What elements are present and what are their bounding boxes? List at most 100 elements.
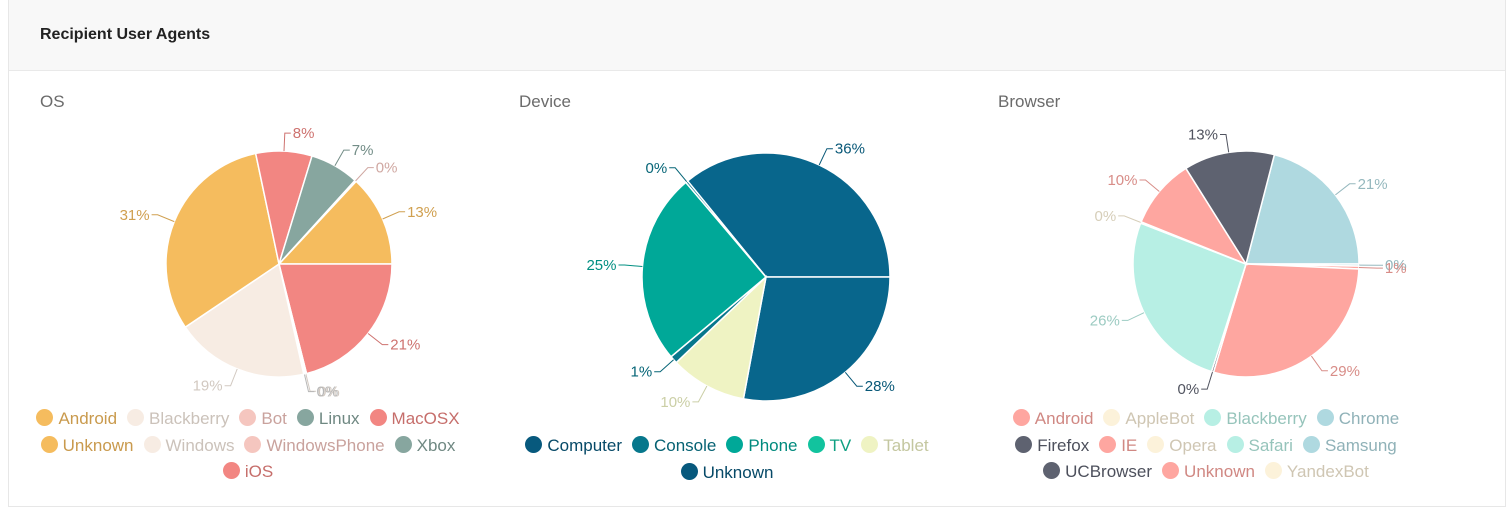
browser-legend-item-safari[interactable]: Safari — [1226, 433, 1293, 460]
legend-label: Safari — [1248, 435, 1293, 455]
legend-label: Blackberry — [1226, 409, 1307, 428]
os-slice-windows[interactable] — [184, 262, 305, 378]
device-legend-item-computer[interactable]: Computer — [525, 433, 622, 460]
legend-label: Unknown — [1184, 462, 1255, 481]
browser-slice-blackberry[interactable] — [1132, 222, 1247, 373]
device-legend-item-unknown[interactable]: Unknown — [680, 460, 774, 487]
browser-legend-item-chrome[interactable]: Chrome — [1316, 406, 1399, 433]
device-legend-item-tv[interactable]: TV — [807, 433, 851, 460]
browser-chart-title: Browser — [998, 92, 1061, 111]
legend-swatch — [239, 409, 257, 426]
device-leader-line — [692, 385, 708, 403]
browser-legend-item-android[interactable]: Android — [1012, 406, 1094, 433]
os-leader-line — [367, 333, 389, 346]
device-leader-line — [669, 167, 688, 183]
legend-label: Linux — [318, 409, 360, 428]
browser-slice-chrome[interactable] — [1245, 153, 1360, 265]
os-legend-item-xbox[interactable]: Xbox — [394, 433, 455, 460]
browser-leader-line — [1310, 355, 1328, 372]
os-legend-item-unknown[interactable]: Unknown — [40, 433, 134, 460]
legend-label: MacOSX — [391, 409, 460, 428]
legend-swatch — [1015, 435, 1033, 453]
legend-swatch — [36, 409, 54, 426]
device-pie-chart: 36% 28% 10% 1% 25% 0% — [586, 141, 894, 411]
legend-swatch — [1099, 435, 1117, 453]
legend-label: Bot — [261, 409, 287, 428]
browser-leader-line — [1335, 183, 1356, 196]
device-slice-phone[interactable] — [641, 181, 768, 358]
device-slice-tablet[interactable] — [675, 274, 768, 400]
os-panel: OS 13% 21% 0% 0% 19% 31% 8% 7% 0% Android Blackbe… — [9, 71, 487, 507]
os-chart-title: OS — [40, 92, 65, 111]
browser-leader-line — [1121, 312, 1145, 321]
browser-data-label: 10% — [1107, 172, 1137, 189]
legend-label: Firefox — [1037, 435, 1090, 455]
device-legend-item-phone[interactable]: Phone — [726, 433, 798, 460]
browser-panel: Browser 21% 0% 1% 29% 0% 26% 0% 10% 13% Android A… — [967, 71, 1445, 507]
legend-swatch — [127, 409, 145, 426]
legend-swatch — [296, 409, 314, 426]
legend-label: Samsung — [1324, 435, 1397, 455]
card-title: Recipient User Agents — [40, 26, 211, 43]
legend-swatch — [143, 435, 161, 453]
browser-data-label: 29% — [1330, 363, 1360, 380]
legend-label: Android — [58, 409, 118, 428]
device-data-label: 1% — [631, 364, 653, 381]
os-data-label: 0% — [376, 160, 398, 177]
os-slice-macosx[interactable] — [278, 263, 393, 375]
legend-swatch — [726, 436, 744, 453]
browser-data-label: 13% — [1188, 127, 1218, 144]
legend-swatch — [369, 409, 387, 426]
device-data-label: 25% — [586, 257, 616, 274]
legend-label: Unknown — [702, 462, 774, 482]
os-leader-line — [224, 368, 238, 387]
os-legend-item-windows[interactable]: Windows — [143, 433, 234, 460]
os-legend-item-linux[interactable]: Linux — [296, 406, 360, 433]
browser-slice-ucbrowser[interactable] — [1184, 150, 1276, 266]
os-legend-item-macosx[interactable]: MacOSX — [369, 406, 460, 433]
browser-legend-item-applebot[interactable]: AppleBot — [1103, 406, 1194, 433]
legend-label: Console — [653, 436, 717, 455]
browser-leader-line — [1201, 371, 1213, 390]
device-leader-line — [844, 371, 863, 387]
browser-data-label: 0% — [1095, 208, 1117, 225]
os-leader-line — [334, 149, 350, 167]
device-leader-line — [818, 148, 833, 166]
os-data-label: 21% — [390, 337, 420, 354]
browser-legend-item-ie[interactable]: IE — [1099, 433, 1137, 460]
os-leader-line — [151, 214, 175, 223]
os-slice-android[interactable] — [277, 180, 393, 265]
device-leader-line — [654, 359, 674, 373]
legend-swatch — [244, 435, 262, 453]
os-slice-unknown[interactable] — [165, 152, 280, 329]
legend-label: YandexBot — [1286, 462, 1369, 481]
browser-legend-item-yandexbot[interactable]: YandexBot — [1264, 459, 1369, 486]
device-legend-item-tablet[interactable]: Tablet — [861, 433, 929, 460]
os-legend-item-windowsphone[interactable]: WindowsPhone — [244, 433, 385, 460]
legend-label: Android — [1034, 409, 1094, 428]
os-leader-line — [355, 167, 374, 182]
device-legend-item-console[interactable]: Console — [631, 433, 717, 460]
os-legend-item-ios[interactable]: iOS — [222, 459, 273, 486]
os-legend-item-android[interactable]: Android — [36, 406, 117, 433]
browser-legend-item-unknown[interactable]: Unknown — [1162, 459, 1255, 486]
os-slice-windowsphone[interactable] — [278, 179, 358, 265]
legend-swatch — [1103, 409, 1121, 426]
os-legend-item-bot[interactable]: Bot — [239, 406, 287, 433]
browser-legend-item-opera[interactable]: Opera — [1147, 433, 1217, 460]
device-leader-line — [618, 264, 643, 267]
os-data-label: 31% — [120, 207, 150, 224]
browser-legend: Android AppleBot Blackberry Chrome Firefox IE… — [967, 406, 1445, 486]
device-chart-title: Device — [519, 92, 571, 111]
legend-label: Computer — [547, 436, 622, 455]
browser-legend-item-ucbrowser[interactable]: UCBrowser — [1043, 459, 1152, 486]
browser-legend-item-blackberry[interactable]: Blackberry — [1204, 406, 1307, 433]
browser-legend-item-samsung[interactable]: Samsung — [1302, 433, 1397, 460]
legend-label: IE — [1121, 435, 1138, 455]
device-legend: Computer Console Phone TV Tablet Unknown — [488, 433, 966, 486]
browser-legend-item-firefox[interactable]: Firefox — [1015, 433, 1089, 460]
user-agents-card: Recipient User Agents OS 13% 21% 0% 0% 19% 31… — [8, 0, 1506, 507]
os-legend-item-blackberry[interactable]: Blackberry — [127, 406, 229, 433]
legend-label: WindowsPhone — [266, 435, 385, 455]
device-slice-computer[interactable] — [686, 152, 891, 278]
